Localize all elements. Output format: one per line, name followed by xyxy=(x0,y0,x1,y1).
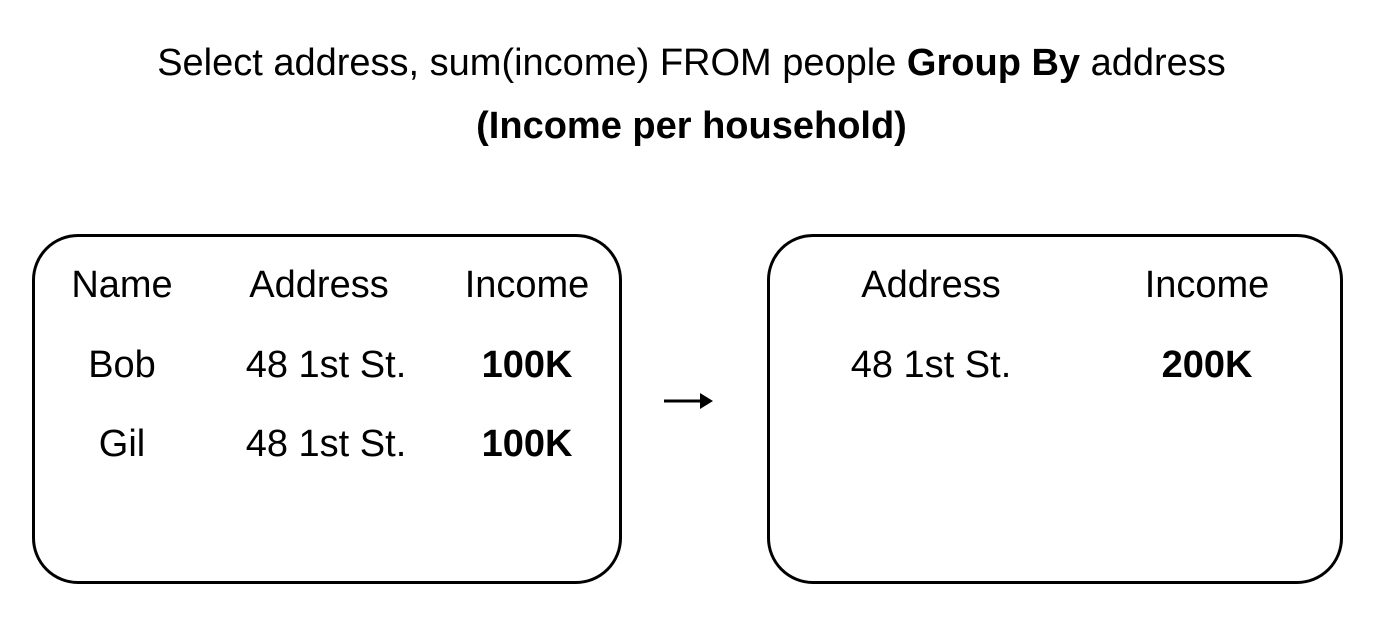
input-table-panel xyxy=(32,234,622,584)
right-arrow-icon xyxy=(664,393,713,409)
input-row-2-name: Gil xyxy=(98,423,146,465)
output-row-1-income: 200K xyxy=(1161,344,1253,386)
input-row-1-name: Bob xyxy=(88,344,156,386)
query-line: Select address, sum(income) FROM people … xyxy=(0,40,1383,86)
input-header-income: Income xyxy=(464,264,590,306)
input-row-1-income: 100K xyxy=(481,344,573,386)
output-header-income: Income xyxy=(1144,264,1270,306)
input-row-1-address: 48 1st St. xyxy=(245,344,407,386)
output-row-1-address: 48 1st St. xyxy=(850,344,1012,386)
output-table-panel xyxy=(767,234,1343,584)
query-text-after: address xyxy=(1080,42,1226,84)
input-row-2-income: 100K xyxy=(481,423,573,465)
query-text-before: Select address, sum(income) FROM people xyxy=(157,42,907,84)
input-row-2-address: 48 1st St. xyxy=(245,423,407,465)
input-header-name: Name xyxy=(71,264,173,306)
query-caption: (Income per household) xyxy=(476,105,907,147)
query-group-by: Group By xyxy=(906,42,1081,84)
output-header-address: Address xyxy=(861,264,1001,306)
input-header-address: Address xyxy=(249,264,389,306)
